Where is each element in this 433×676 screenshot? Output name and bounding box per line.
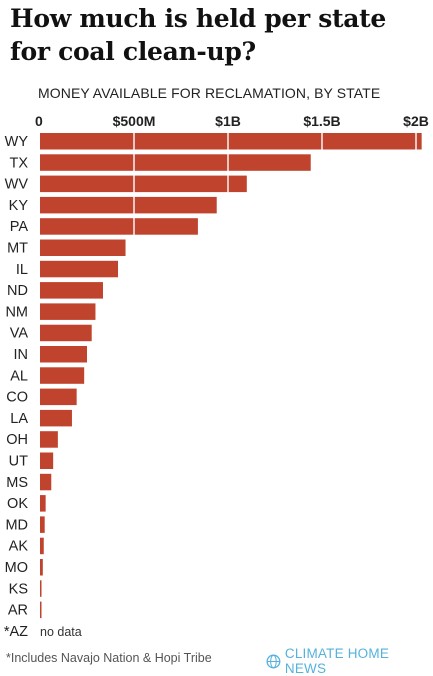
category-label: UT xyxy=(9,454,28,470)
brand-logo: CLIMATE HOME NEWS xyxy=(266,646,433,676)
bar xyxy=(40,133,422,150)
category-label: IN xyxy=(14,347,29,363)
bar xyxy=(40,196,217,214)
bar xyxy=(40,495,46,512)
bar xyxy=(40,559,43,576)
chart-subtitle: MONEY AVAILABLE FOR RECLAMATION, BY STAT… xyxy=(38,85,381,101)
x-tick-label: $2B xyxy=(403,113,429,129)
footnote: *Includes Navajo Nation & Hopi Tribe xyxy=(6,651,212,665)
category-label: MT xyxy=(7,241,28,257)
bar xyxy=(40,516,45,533)
category-label: TX xyxy=(9,155,28,171)
category-label: NM xyxy=(5,304,28,320)
category-label: OK xyxy=(7,496,28,512)
category-label: WY xyxy=(5,134,29,150)
bar xyxy=(40,367,85,384)
category-label: OH xyxy=(6,432,28,448)
category-label: MD xyxy=(5,517,28,533)
no-data-label: no data xyxy=(40,625,82,639)
bar xyxy=(40,388,77,406)
x-tick-label: $500M xyxy=(113,113,156,129)
brand-name: CLIMATE HOME NEWS xyxy=(284,646,390,676)
category-label: IL xyxy=(16,262,28,278)
bar-chart: 0 $500M $1B $1.5B $2B WY TX WV KY PA MT IL ND NM VA IN… xyxy=(4,113,429,640)
category-label: WV xyxy=(5,177,29,193)
category-label: MS xyxy=(6,475,28,491)
bar xyxy=(40,154,311,171)
bar xyxy=(40,431,58,448)
bar xyxy=(40,409,72,427)
category-label: VA xyxy=(10,326,29,342)
bar xyxy=(40,452,54,469)
category-label: PA xyxy=(10,219,29,235)
x-tick-label: 0 xyxy=(35,113,43,129)
bar xyxy=(40,580,42,597)
bar xyxy=(40,346,87,363)
category-label: *AZ xyxy=(4,624,28,640)
globe-icon xyxy=(266,654,281,668)
bar xyxy=(40,303,96,320)
x-axis-tick-labels: 0 $500M $1B $1.5B $2B xyxy=(35,113,429,129)
bar xyxy=(40,282,103,299)
x-tick-label: $1B xyxy=(215,113,241,129)
category-labels: WY TX WV KY PA MT IL ND NM VA IN AL CO LA OH UT MS OK MD AK… xyxy=(4,134,82,640)
bar xyxy=(40,218,198,235)
category-label: AR xyxy=(8,603,28,619)
x-tick-label: $1.5B xyxy=(303,113,340,129)
category-label: AL xyxy=(10,368,28,384)
bars xyxy=(40,133,422,619)
bar xyxy=(40,175,247,193)
category-label: ND xyxy=(7,283,28,299)
bar xyxy=(40,601,42,619)
category-label: MO xyxy=(5,560,28,576)
bar xyxy=(40,239,126,256)
category-label: LA xyxy=(10,411,28,427)
bar xyxy=(40,324,92,342)
category-label: AK xyxy=(9,539,29,555)
bar xyxy=(40,537,44,555)
bar xyxy=(40,473,52,491)
category-label: KY xyxy=(9,198,29,214)
chart-title: How much is held per state for coal clea… xyxy=(10,4,387,66)
category-label: CO xyxy=(6,390,28,406)
gridlines xyxy=(133,131,417,623)
bar xyxy=(40,260,119,278)
category-label: KS xyxy=(9,581,28,597)
